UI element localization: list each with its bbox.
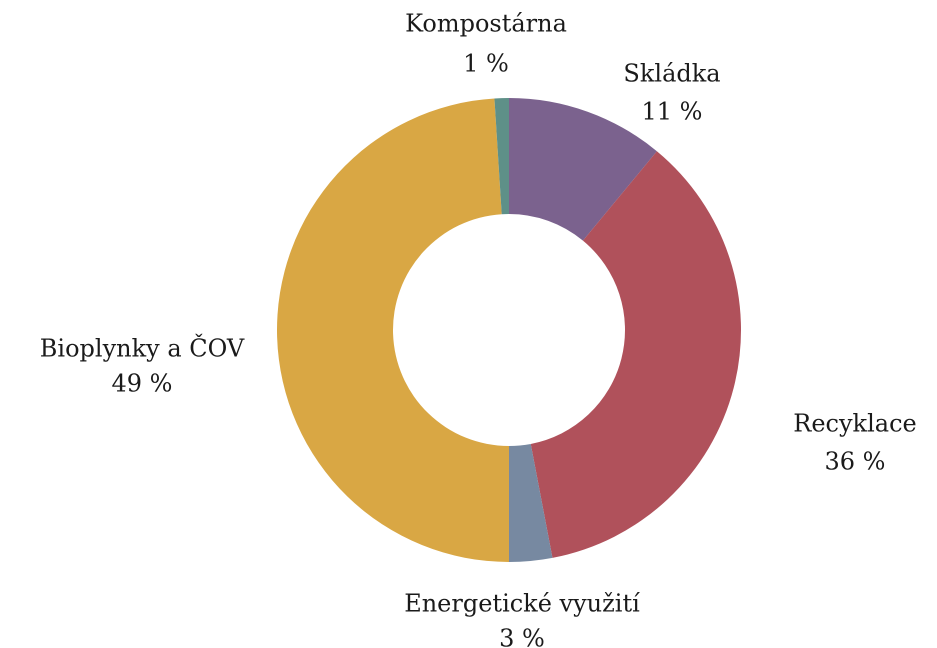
value-label: 49 % (112, 370, 173, 398)
value-label: 36 % (825, 448, 886, 476)
category-label: Energetické využití (404, 590, 640, 618)
value-label: 1 % (463, 50, 509, 78)
category-label: Skládka (623, 60, 720, 88)
category-label: Kompostárna (405, 10, 567, 38)
category-label: Recyklace (793, 410, 916, 438)
donut-segment (509, 98, 657, 241)
donut-segment (277, 98, 509, 563)
donut-segment (509, 443, 553, 562)
value-label: 3 % (499, 625, 545, 648)
donut-segment (494, 98, 509, 215)
value-label: 11 % (642, 98, 703, 126)
donut-segment (530, 151, 741, 558)
category-label: Bioplynky a ČOV (40, 334, 245, 363)
